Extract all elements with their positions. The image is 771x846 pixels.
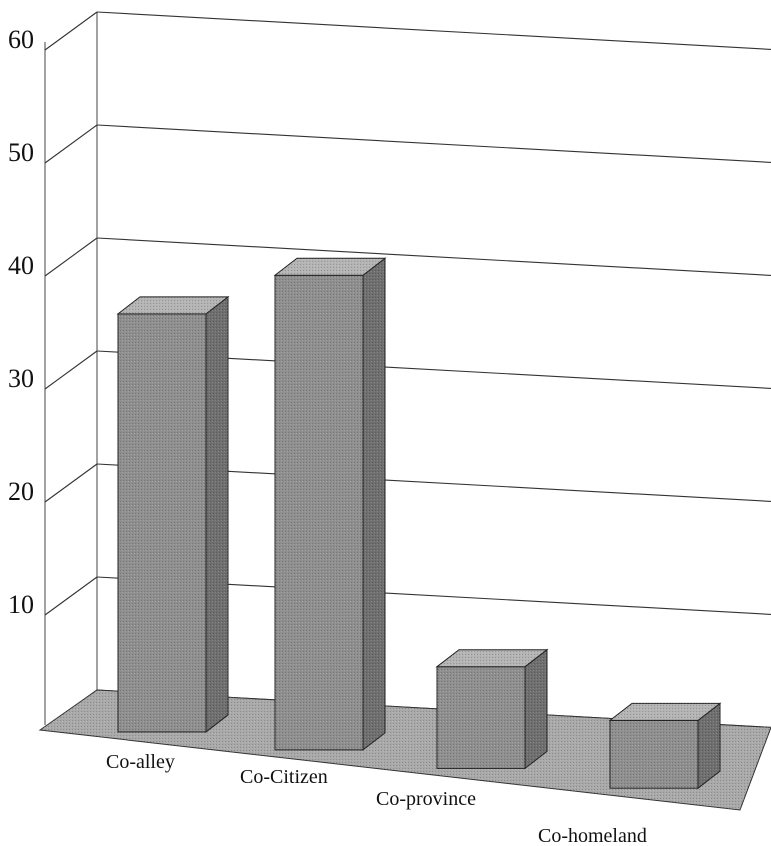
side-gridline <box>44 463 98 503</box>
bar-top-texture <box>437 649 547 667</box>
x-category-label: Co-alley <box>106 751 175 773</box>
x-axis-labels: Co-alley Co-Citizen Co-province Co-homeland <box>106 751 647 846</box>
bar-side-texture <box>206 296 228 732</box>
side-gridline <box>44 350 98 390</box>
bar-top-texture <box>118 296 228 314</box>
bar-co-province <box>435 648 549 770</box>
y-tick-label: 50 <box>8 138 34 167</box>
floor-texture <box>40 690 771 810</box>
bar-co-homeland <box>608 702 722 790</box>
side-gridline <box>44 124 98 164</box>
gridline <box>96 11 771 50</box>
bar-front-texture <box>275 275 363 750</box>
y-tick-label: 10 <box>8 590 34 619</box>
bar-top-texture <box>275 258 385 276</box>
side-gridline <box>44 237 98 277</box>
x-category-label: Co-homeland <box>538 825 647 846</box>
x-category-label: Co-province <box>376 788 476 810</box>
bar-co-citizen <box>273 257 387 751</box>
y-tick-label: 30 <box>8 364 34 393</box>
bar-front-texture <box>118 313 206 732</box>
gridline <box>96 124 771 163</box>
bar-top-texture <box>610 703 720 721</box>
bar-front-texture <box>437 666 525 769</box>
y-axis-ticks: 10 20 30 40 50 60 <box>8 25 34 619</box>
bars <box>116 257 722 790</box>
bar-side-texture <box>363 258 385 750</box>
y-tick-label: 60 <box>8 25 34 54</box>
bar-side-texture <box>698 703 720 789</box>
y-tick-label: 20 <box>8 477 34 506</box>
gridline <box>96 237 771 276</box>
y-tick-label: 40 <box>8 251 34 280</box>
chart-walls <box>44 12 98 725</box>
x-category-label: Co-Citizen <box>240 766 328 788</box>
side-gridline <box>44 11 98 51</box>
bar-front-texture <box>610 720 698 789</box>
side-gridline <box>44 576 98 616</box>
chart-floor <box>38 689 771 811</box>
bar-co-alley <box>116 295 230 733</box>
bar-side-texture <box>525 649 547 769</box>
